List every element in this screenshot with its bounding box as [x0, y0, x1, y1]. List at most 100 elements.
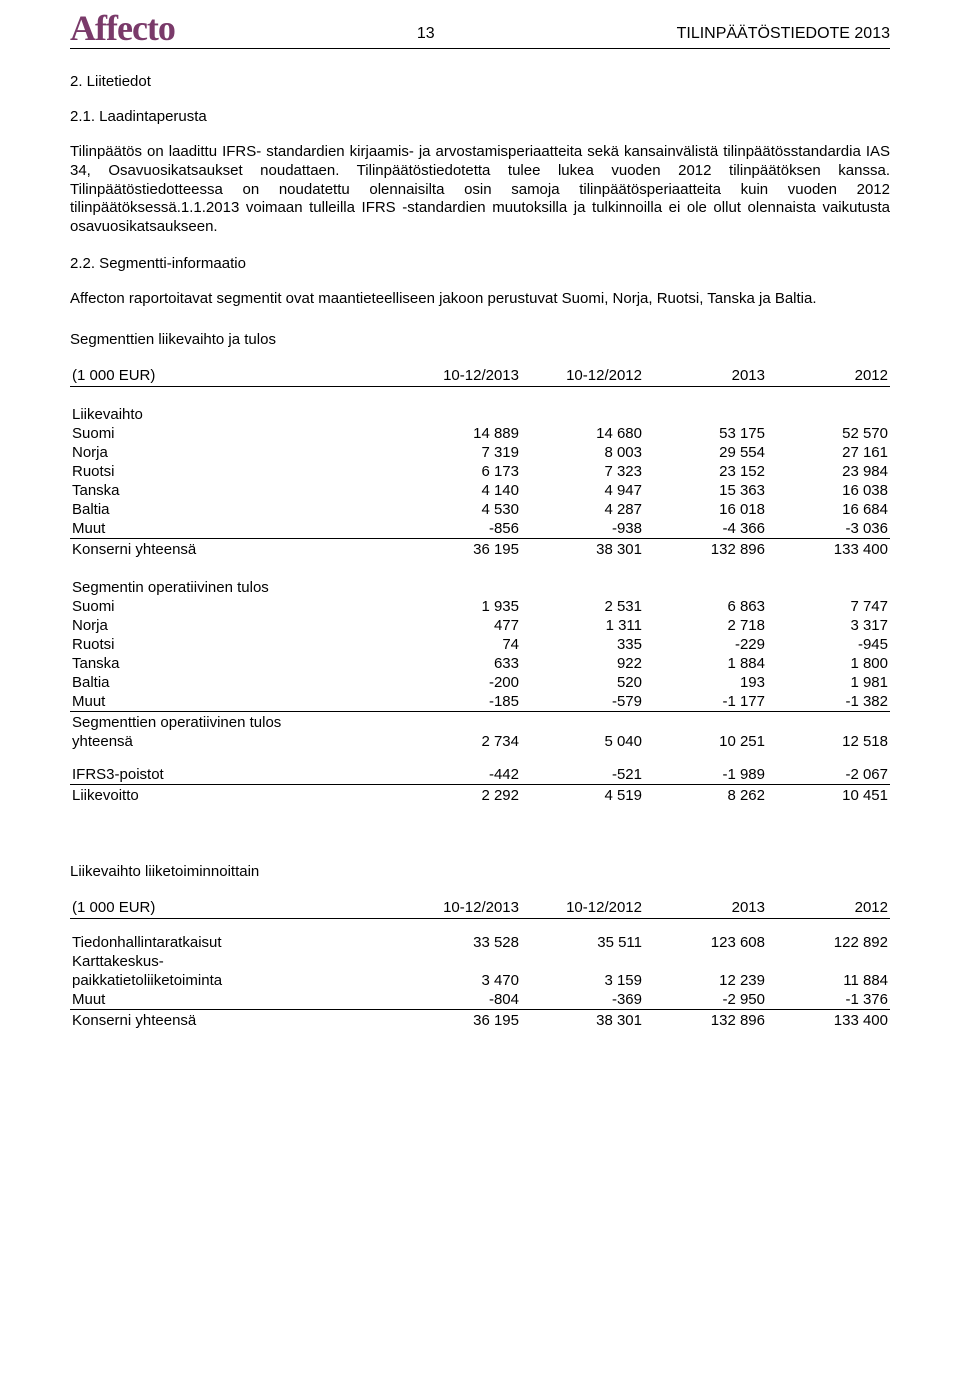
g2-label: Muut: [70, 692, 398, 712]
g2-total-v3: 10 251: [644, 732, 767, 751]
g2-value: 335: [521, 635, 644, 654]
g1-total-v1: 36 195: [398, 539, 521, 560]
g1-value: -4 366: [644, 519, 767, 539]
g1-total-v2: 38 301: [521, 539, 644, 560]
g1-value: 7 319: [398, 443, 521, 462]
colhdr-2013: 2013: [644, 366, 767, 387]
g1-label: Tanska: [70, 481, 398, 500]
g2-row: Ruotsi74335-229-945: [70, 635, 890, 654]
business-table: (1 000 EUR) 10-12/2013 10-12/2012 2013 2…: [70, 898, 890, 1030]
g1-value: 52 570: [767, 424, 890, 443]
t2-split-v3: 12 239: [644, 971, 767, 990]
table2-header-row: (1 000 EUR) 10-12/2013 10-12/2012 2013 2…: [70, 898, 890, 919]
g2-value: 1 884: [644, 654, 767, 673]
group1-title: Liikevaihto: [70, 400, 890, 424]
t2a-value: 123 608: [644, 933, 767, 952]
page-number: 13: [175, 25, 677, 46]
g2-value: 633: [398, 654, 521, 673]
group2-total-row: yhteensä 2 734 5 040 10 251 12 518: [70, 732, 890, 751]
section-22-title: 2.2. Segmentti-informaatio: [70, 255, 890, 272]
g2-label: Tanska: [70, 654, 398, 673]
g1-value: -938: [521, 519, 644, 539]
g2-value: -579: [521, 692, 644, 712]
g3-value: -1 989: [644, 765, 767, 785]
g1-value: 4 287: [521, 500, 644, 519]
g1-value: -3 036: [767, 519, 890, 539]
g3-value: -442: [398, 765, 521, 785]
g2-total-v1: 2 734: [398, 732, 521, 751]
t2-total-label: Konserni yhteensä: [70, 1009, 398, 1030]
g2-value: 74: [398, 635, 521, 654]
g1-value: 8 003: [521, 443, 644, 462]
g2-row: Baltia-2005201931 981: [70, 673, 890, 692]
g1-value: 23 152: [644, 462, 767, 481]
g2-value: 1 981: [767, 673, 890, 692]
g2-total-label-row: Segmenttien operatiivinen tulos: [70, 712, 890, 733]
t2-colhdr-2013: 2013: [644, 898, 767, 919]
para-21: Tilinpäätös on laadittu IFRS- standardie…: [70, 143, 890, 237]
t2b-row: Muut-804-369-2 950-1 376: [70, 990, 890, 1010]
t2-total-v3: 132 896: [644, 1009, 767, 1030]
spacer: [70, 559, 890, 573]
g1-value: 16 018: [644, 500, 767, 519]
g1-label: Muut: [70, 519, 398, 539]
g2-value: 7 747: [767, 597, 890, 616]
g2-value: 6 863: [644, 597, 767, 616]
t2b-value: -2 950: [644, 990, 767, 1010]
t2-colhdr-2012: 2012: [767, 898, 890, 919]
g1-value: 27 161: [767, 443, 890, 462]
colhdr-label: (1 000 EUR): [70, 366, 398, 387]
section-2-title: 2. Liitetiedot: [70, 73, 890, 90]
g1-value: 29 554: [644, 443, 767, 462]
g1-value: 23 984: [767, 462, 890, 481]
g1-row: Ruotsi6 1737 32323 15223 984: [70, 462, 890, 481]
t2b-value: -369: [521, 990, 644, 1010]
t2-split-row2: paikkatietoliiketoiminta 3 470 3 159 12 …: [70, 971, 890, 990]
g1-row: Norja7 3198 00329 55427 161: [70, 443, 890, 462]
g2-row: Norja4771 3112 7183 317: [70, 616, 890, 635]
g1-value: 6 173: [398, 462, 521, 481]
g2-value: 1 800: [767, 654, 890, 673]
para-22: Affecton raportoitavat segmentit ovat ma…: [70, 290, 890, 309]
t2-colhdr-q-2013: 10-12/2013: [398, 898, 521, 919]
t2-total-row: Konserni yhteensä 36 195 38 301 132 896 …: [70, 1009, 890, 1030]
g1-value: 14 680: [521, 424, 644, 443]
g3-total-label: Liikevoitto: [70, 785, 398, 806]
g2-value: 922: [521, 654, 644, 673]
g1-total-v4: 133 400: [767, 539, 890, 560]
t2-colhdr-label: (1 000 EUR): [70, 898, 398, 919]
g2-value: 1 935: [398, 597, 521, 616]
t2-split-row1: Karttakeskus-: [70, 952, 890, 971]
g1-value: 15 363: [644, 481, 767, 500]
g2-total-v2: 5 040: [521, 732, 644, 751]
table1-heading: Segmenttien liikevaihto ja tulos: [70, 331, 890, 348]
g2-value: -1 177: [644, 692, 767, 712]
g2-value: 520: [521, 673, 644, 692]
g2-total-v4: 12 518: [767, 732, 890, 751]
g2-label: Suomi: [70, 597, 398, 616]
g1-row: Muut-856-938-4 366-3 036: [70, 519, 890, 539]
g1-value: 7 323: [521, 462, 644, 481]
table-header-row: (1 000 EUR) 10-12/2013 10-12/2012 2013 2…: [70, 366, 890, 387]
t2a-value: 122 892: [767, 933, 890, 952]
g1-value: 16 038: [767, 481, 890, 500]
colhdr-q-2012: 10-12/2012: [521, 366, 644, 387]
g1-label: Suomi: [70, 424, 398, 443]
t2-split-label1: Karttakeskus-: [70, 952, 890, 971]
g1-row: Baltia4 5304 28716 01816 684: [70, 500, 890, 519]
t2-split-v4: 11 884: [767, 971, 890, 990]
g2-total-label1: Segmenttien operatiivinen tulos: [70, 712, 890, 733]
colhdr-2012: 2012: [767, 366, 890, 387]
group1-total-row: Konserni yhteensä 36 195 38 301 132 896 …: [70, 539, 890, 560]
section-21-title: 2.1. Laadintaperusta: [70, 108, 890, 125]
g2-row: Suomi1 9352 5316 8637 747: [70, 597, 890, 616]
g1-total-v3: 132 896: [644, 539, 767, 560]
g2-value: -200: [398, 673, 521, 692]
g3-total-v4: 10 451: [767, 785, 890, 806]
g1-row: Tanska4 1404 94715 36316 038: [70, 481, 890, 500]
g2-label: Norja: [70, 616, 398, 635]
segment-table: (1 000 EUR) 10-12/2013 10-12/2012 2013 2…: [70, 366, 890, 806]
g1-value: 16 684: [767, 500, 890, 519]
g1-label: Norja: [70, 443, 398, 462]
g3-total-v1: 2 292: [398, 785, 521, 806]
